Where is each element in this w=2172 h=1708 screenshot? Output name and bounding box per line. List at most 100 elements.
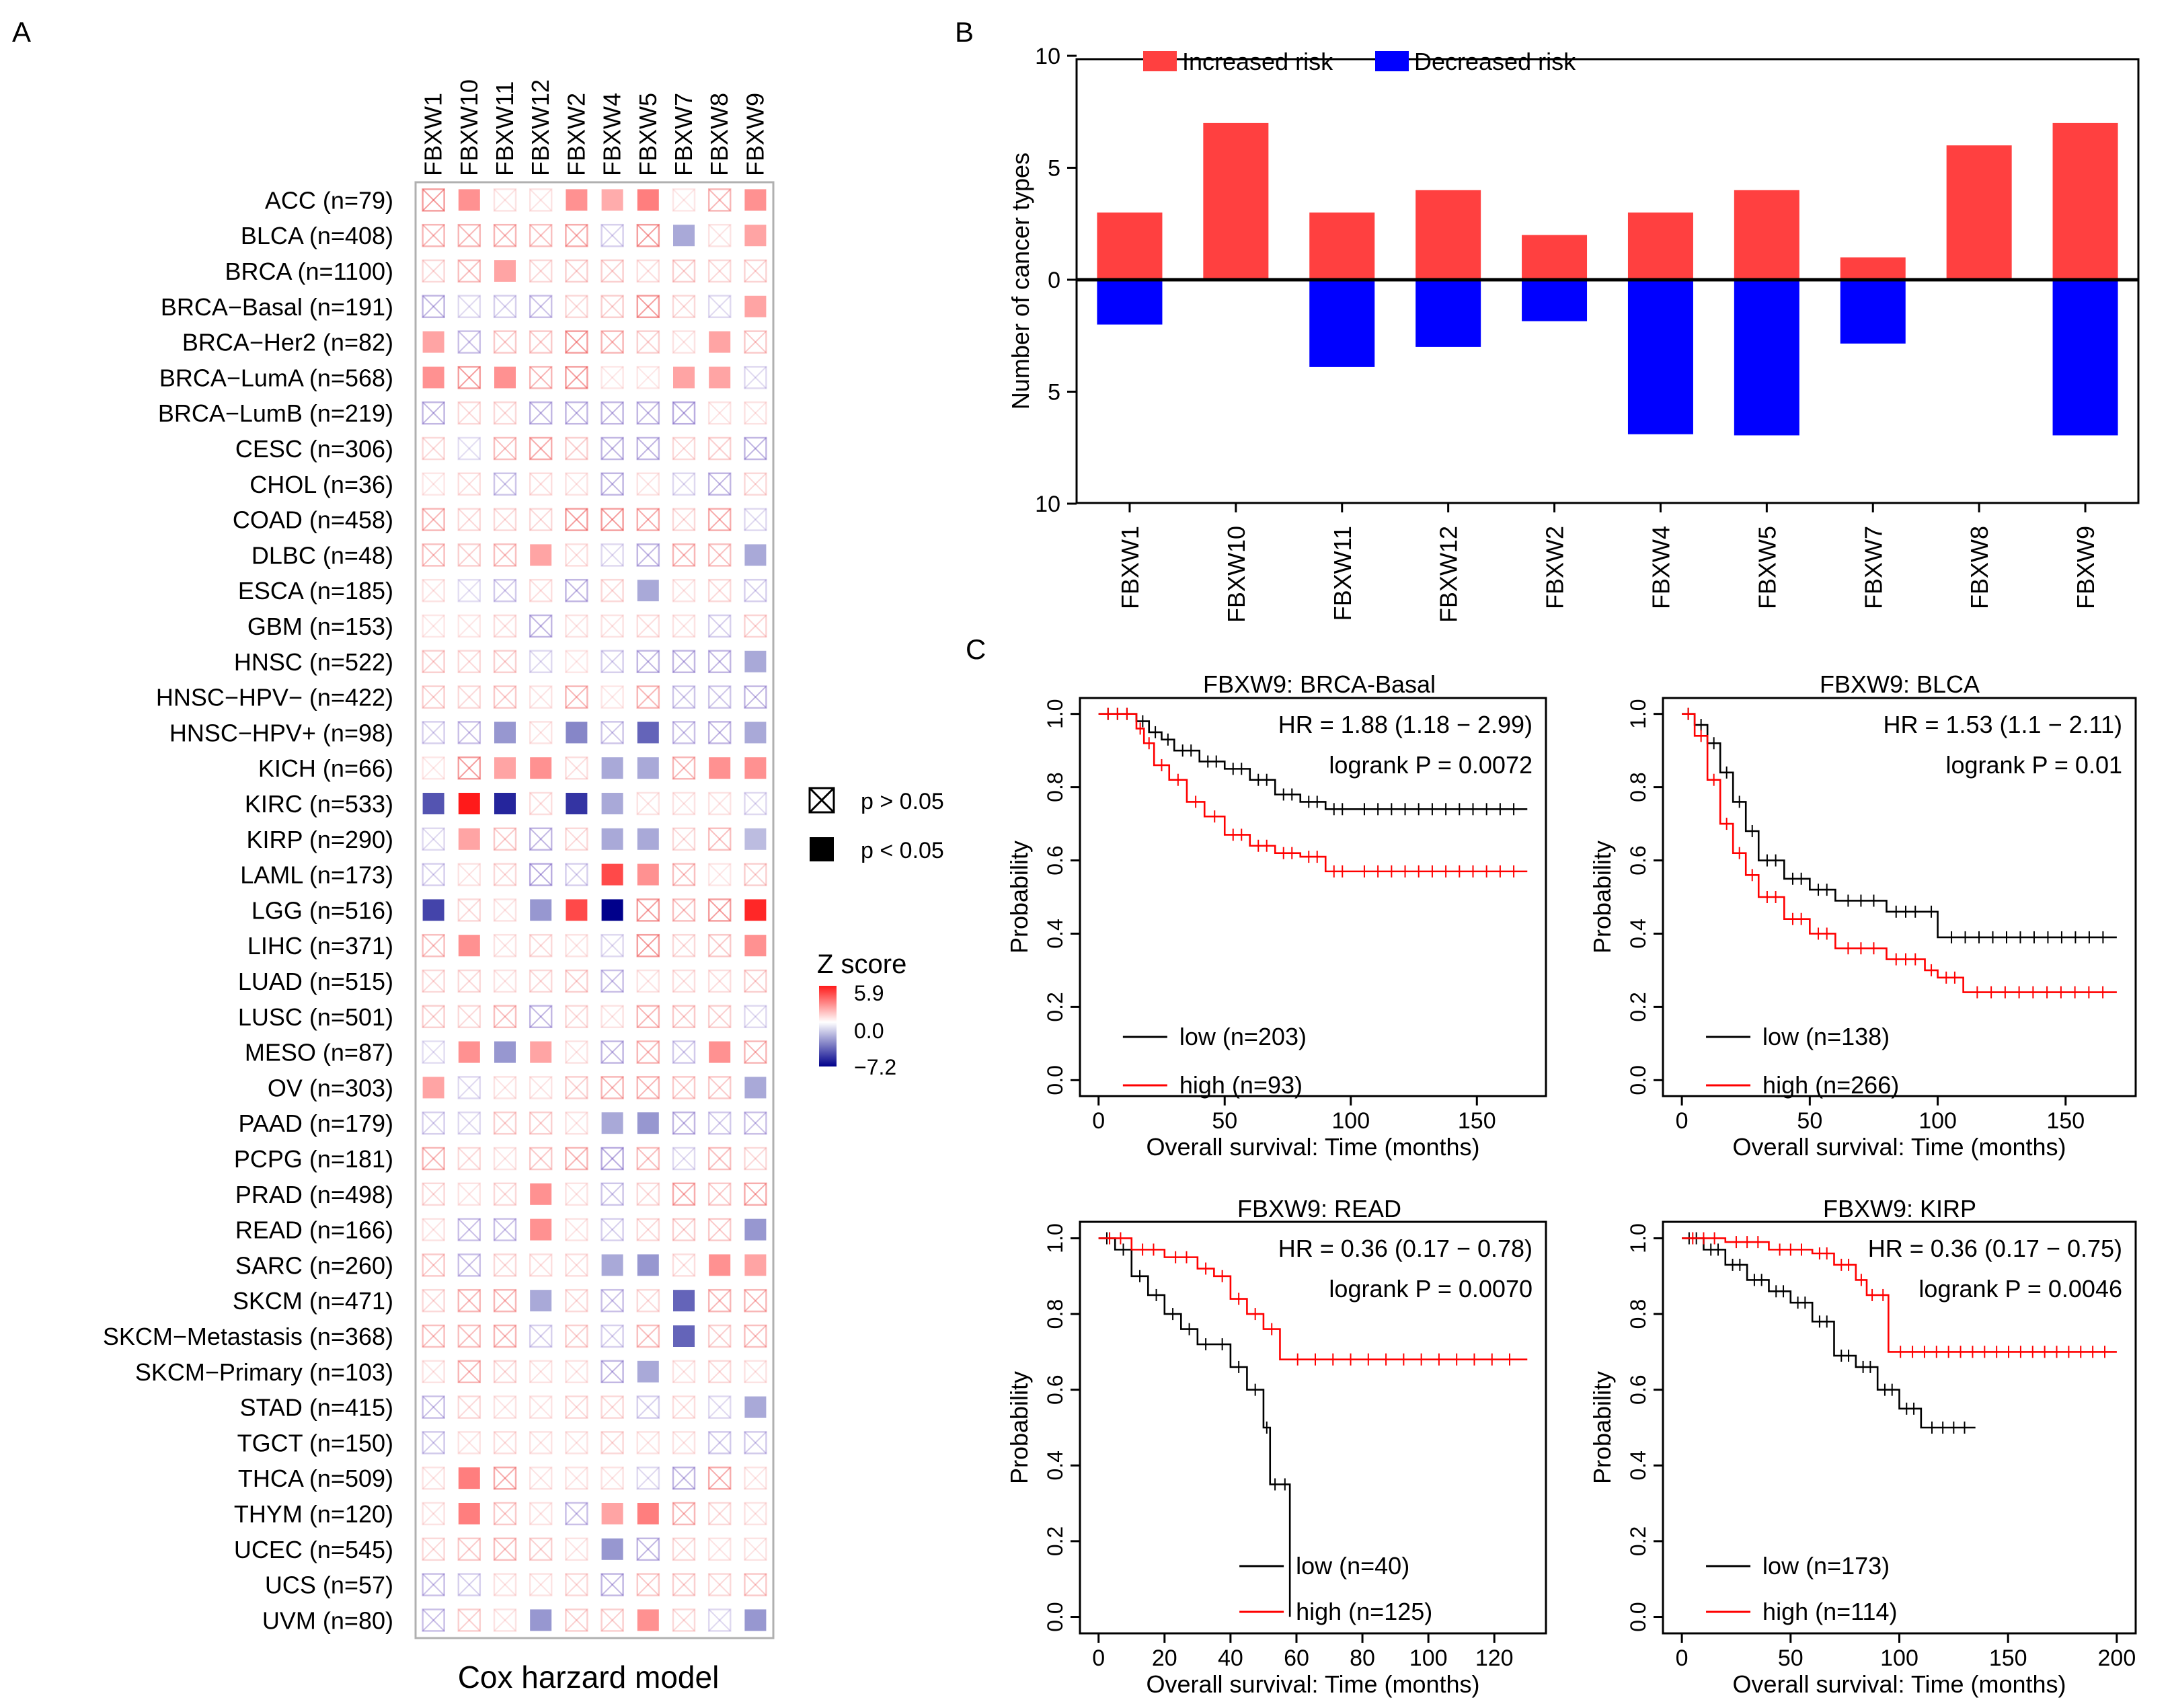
heatmap-cell-cross [708, 1218, 731, 1241]
heatmap-cell-cross [637, 685, 660, 709]
heatmap-cell-cross [600, 650, 624, 673]
heatmap-cell-cross [565, 615, 588, 637]
heatmap-cell-cross [744, 1183, 767, 1206]
heatmap-cell-cross [565, 828, 588, 851]
heatmap-cell-nonsig [565, 401, 588, 425]
heatmap-cell-nonsig [422, 1502, 445, 1526]
heatmap-cell-sig [601, 1503, 623, 1524]
heatmap-cell-nonsig [707, 1182, 732, 1206]
heatmap-cell-cross [637, 1005, 660, 1028]
heatmap-cell-nonsig [529, 1537, 553, 1561]
heatmap-cell-nonsig [672, 578, 696, 603]
heatmap-cell-cross [458, 1360, 481, 1383]
heatmap-cell-cross [744, 1467, 767, 1489]
heatmap-cell-cross [494, 508, 516, 531]
heatmap-cell-cross [708, 579, 731, 602]
heatmap-cell-cross [565, 1360, 588, 1383]
km-y-axis-label: Probability [1588, 1371, 1616, 1484]
bar-category-label: FBXW12 [1435, 526, 1463, 623]
heatmap-cell-cross [600, 1325, 624, 1348]
heatmap-row-label: ESCA (n=185) [238, 577, 393, 605]
heatmap-cell-cross [565, 1431, 588, 1454]
heatmap-cell-cross [672, 579, 695, 602]
heatmap-cell-cross [744, 366, 767, 389]
heatmap-cell-nonsig [457, 543, 481, 567]
heatmap-cell-cross [565, 1289, 588, 1312]
heatmap-cell-cross [422, 863, 445, 886]
heatmap-cell-cross [565, 970, 588, 993]
heatmap-cell-cross [600, 685, 624, 709]
heatmap-cell-nonsig [565, 827, 588, 851]
heatmap-cell-cross [422, 1573, 445, 1596]
heatmap-cell-cross [744, 1467, 767, 1489]
heatmap-cell-cross [565, 1112, 588, 1134]
heatmap-cell-cross [494, 1289, 516, 1312]
heatmap-cell-nonsig [744, 330, 767, 354]
heatmap-cell-nonsig [600, 614, 624, 638]
heatmap-cell-cross [708, 650, 731, 673]
heatmap-cell-cross [600, 579, 624, 602]
km-y-axis-label: Probability [1588, 841, 1616, 954]
heatmap-cell-cross [494, 1147, 516, 1170]
heatmap-cell-nonsig [636, 1466, 660, 1490]
heatmap-cell-cross [494, 1360, 516, 1383]
heatmap-cell-sig [744, 650, 767, 672]
heatmap-cell-nonsig [565, 1288, 588, 1313]
heatmap-cell-nonsig [565, 614, 588, 638]
heatmap-cell-nonsig [422, 508, 445, 531]
heatmap-cell-cross [672, 260, 695, 282]
heatmap-cell-nonsig [707, 969, 732, 993]
heatmap-cell-cross [637, 330, 660, 354]
heatmap-cell-nonsig [672, 1502, 696, 1526]
heatmap-cell-nonsig [529, 259, 553, 283]
heatmap-cell-cross [565, 508, 588, 531]
heatmap-cell-nonsig [600, 543, 624, 567]
heatmap-cell-cross [637, 437, 660, 460]
heatmap-cell-cross [672, 437, 695, 460]
heatmap-cell-nonsig [422, 1324, 445, 1348]
heatmap-cell-cross [672, 1538, 695, 1561]
heatmap-cell-nonsig [600, 1218, 624, 1241]
heatmap-cell-cross [494, 1502, 516, 1525]
heatmap-cell-cross [600, 1289, 624, 1312]
heatmap-cell-nonsig [565, 685, 588, 709]
heatmap-cell-cross [565, 579, 588, 602]
heatmap-cell-cross [458, 437, 481, 460]
heatmap-cell-cross [600, 295, 624, 318]
heatmap-cell-cross [600, 366, 624, 389]
heatmap-cell-nonsig [422, 188, 445, 212]
km-plot-c1: FBXW9: BRCA-Basal 0.0 0.2 0.4 0.6 0.8 1.0 0 50 10… [1005, 670, 1547, 1161]
heatmap-column-label: FBXW4 [598, 93, 626, 176]
heatmap-cell-cross [458, 1253, 481, 1277]
heatmap-cell-nonsig [707, 543, 732, 567]
heatmap-cell-cross [565, 615, 588, 637]
heatmap-row-label: BRCA−Her2 (n=82) [182, 329, 393, 356]
heatmap-row-label: ACC (n=79) [265, 186, 393, 214]
heatmap-cell-cross [672, 1502, 695, 1525]
heatmap-cell-cross [637, 260, 660, 282]
heatmap-cell-cross [458, 1360, 481, 1383]
heatmap-cell-cross [708, 401, 731, 424]
heatmap-cell-nonsig [672, 1360, 696, 1384]
heatmap-cell-cross [744, 473, 767, 496]
heatmap-cell-cross [744, 366, 767, 389]
heatmap-cell-sig [709, 1041, 731, 1063]
heatmap-cell-nonsig [565, 1537, 588, 1561]
heatmap-cell-cross [422, 863, 445, 886]
heatmap-cell-cross [565, 508, 588, 531]
heatmap-cell-nonsig [707, 1288, 732, 1313]
heatmap-cell-cross [529, 1431, 552, 1454]
heatmap-cell-nonsig [493, 330, 517, 354]
heatmap-cell-sig [601, 189, 623, 211]
heatmap-cell-cross [529, 1147, 552, 1170]
heatmap-cell-nonsig [744, 1040, 767, 1064]
heatmap-cell-cross [600, 1467, 624, 1489]
heatmap-cell-cross [458, 579, 481, 602]
heatmap-cell-cross [672, 756, 695, 779]
heatmap-cell-cross [600, 1218, 624, 1241]
heatmap-cell-cross [458, 1395, 481, 1419]
km-x-tick-label: 50 [1212, 1108, 1237, 1134]
heatmap-cell-nonsig [744, 1288, 767, 1313]
heatmap-cell-cross [529, 1076, 552, 1099]
heatmap-cell-cross [708, 1147, 731, 1170]
